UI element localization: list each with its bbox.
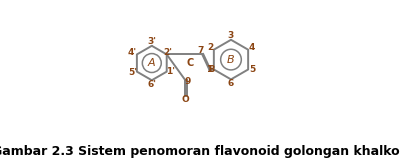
Text: 6': 6' [147,80,156,89]
Text: 7: 7 [197,46,204,55]
Text: B: B [227,55,235,65]
Text: 1: 1 [206,65,213,74]
Text: 6: 6 [228,79,234,88]
Text: 2': 2' [164,48,172,57]
Text: 3: 3 [228,31,234,40]
Text: 3': 3' [147,37,156,46]
Text: 4': 4' [128,48,137,57]
Text: 8: 8 [209,65,215,74]
Text: C: C [187,58,194,68]
Text: O: O [182,95,189,104]
Text: A: A [148,58,156,68]
Text: 5': 5' [128,68,137,77]
Text: 9: 9 [185,77,191,87]
Text: 5: 5 [249,65,256,74]
Text: 1': 1' [166,67,175,76]
Text: 2: 2 [207,43,214,52]
Text: 4: 4 [248,43,255,52]
Text: Gambar 2.3 Sistem penomoran flavonoid golongan khalkon: Gambar 2.3 Sistem penomoran flavonoid go… [0,145,400,158]
